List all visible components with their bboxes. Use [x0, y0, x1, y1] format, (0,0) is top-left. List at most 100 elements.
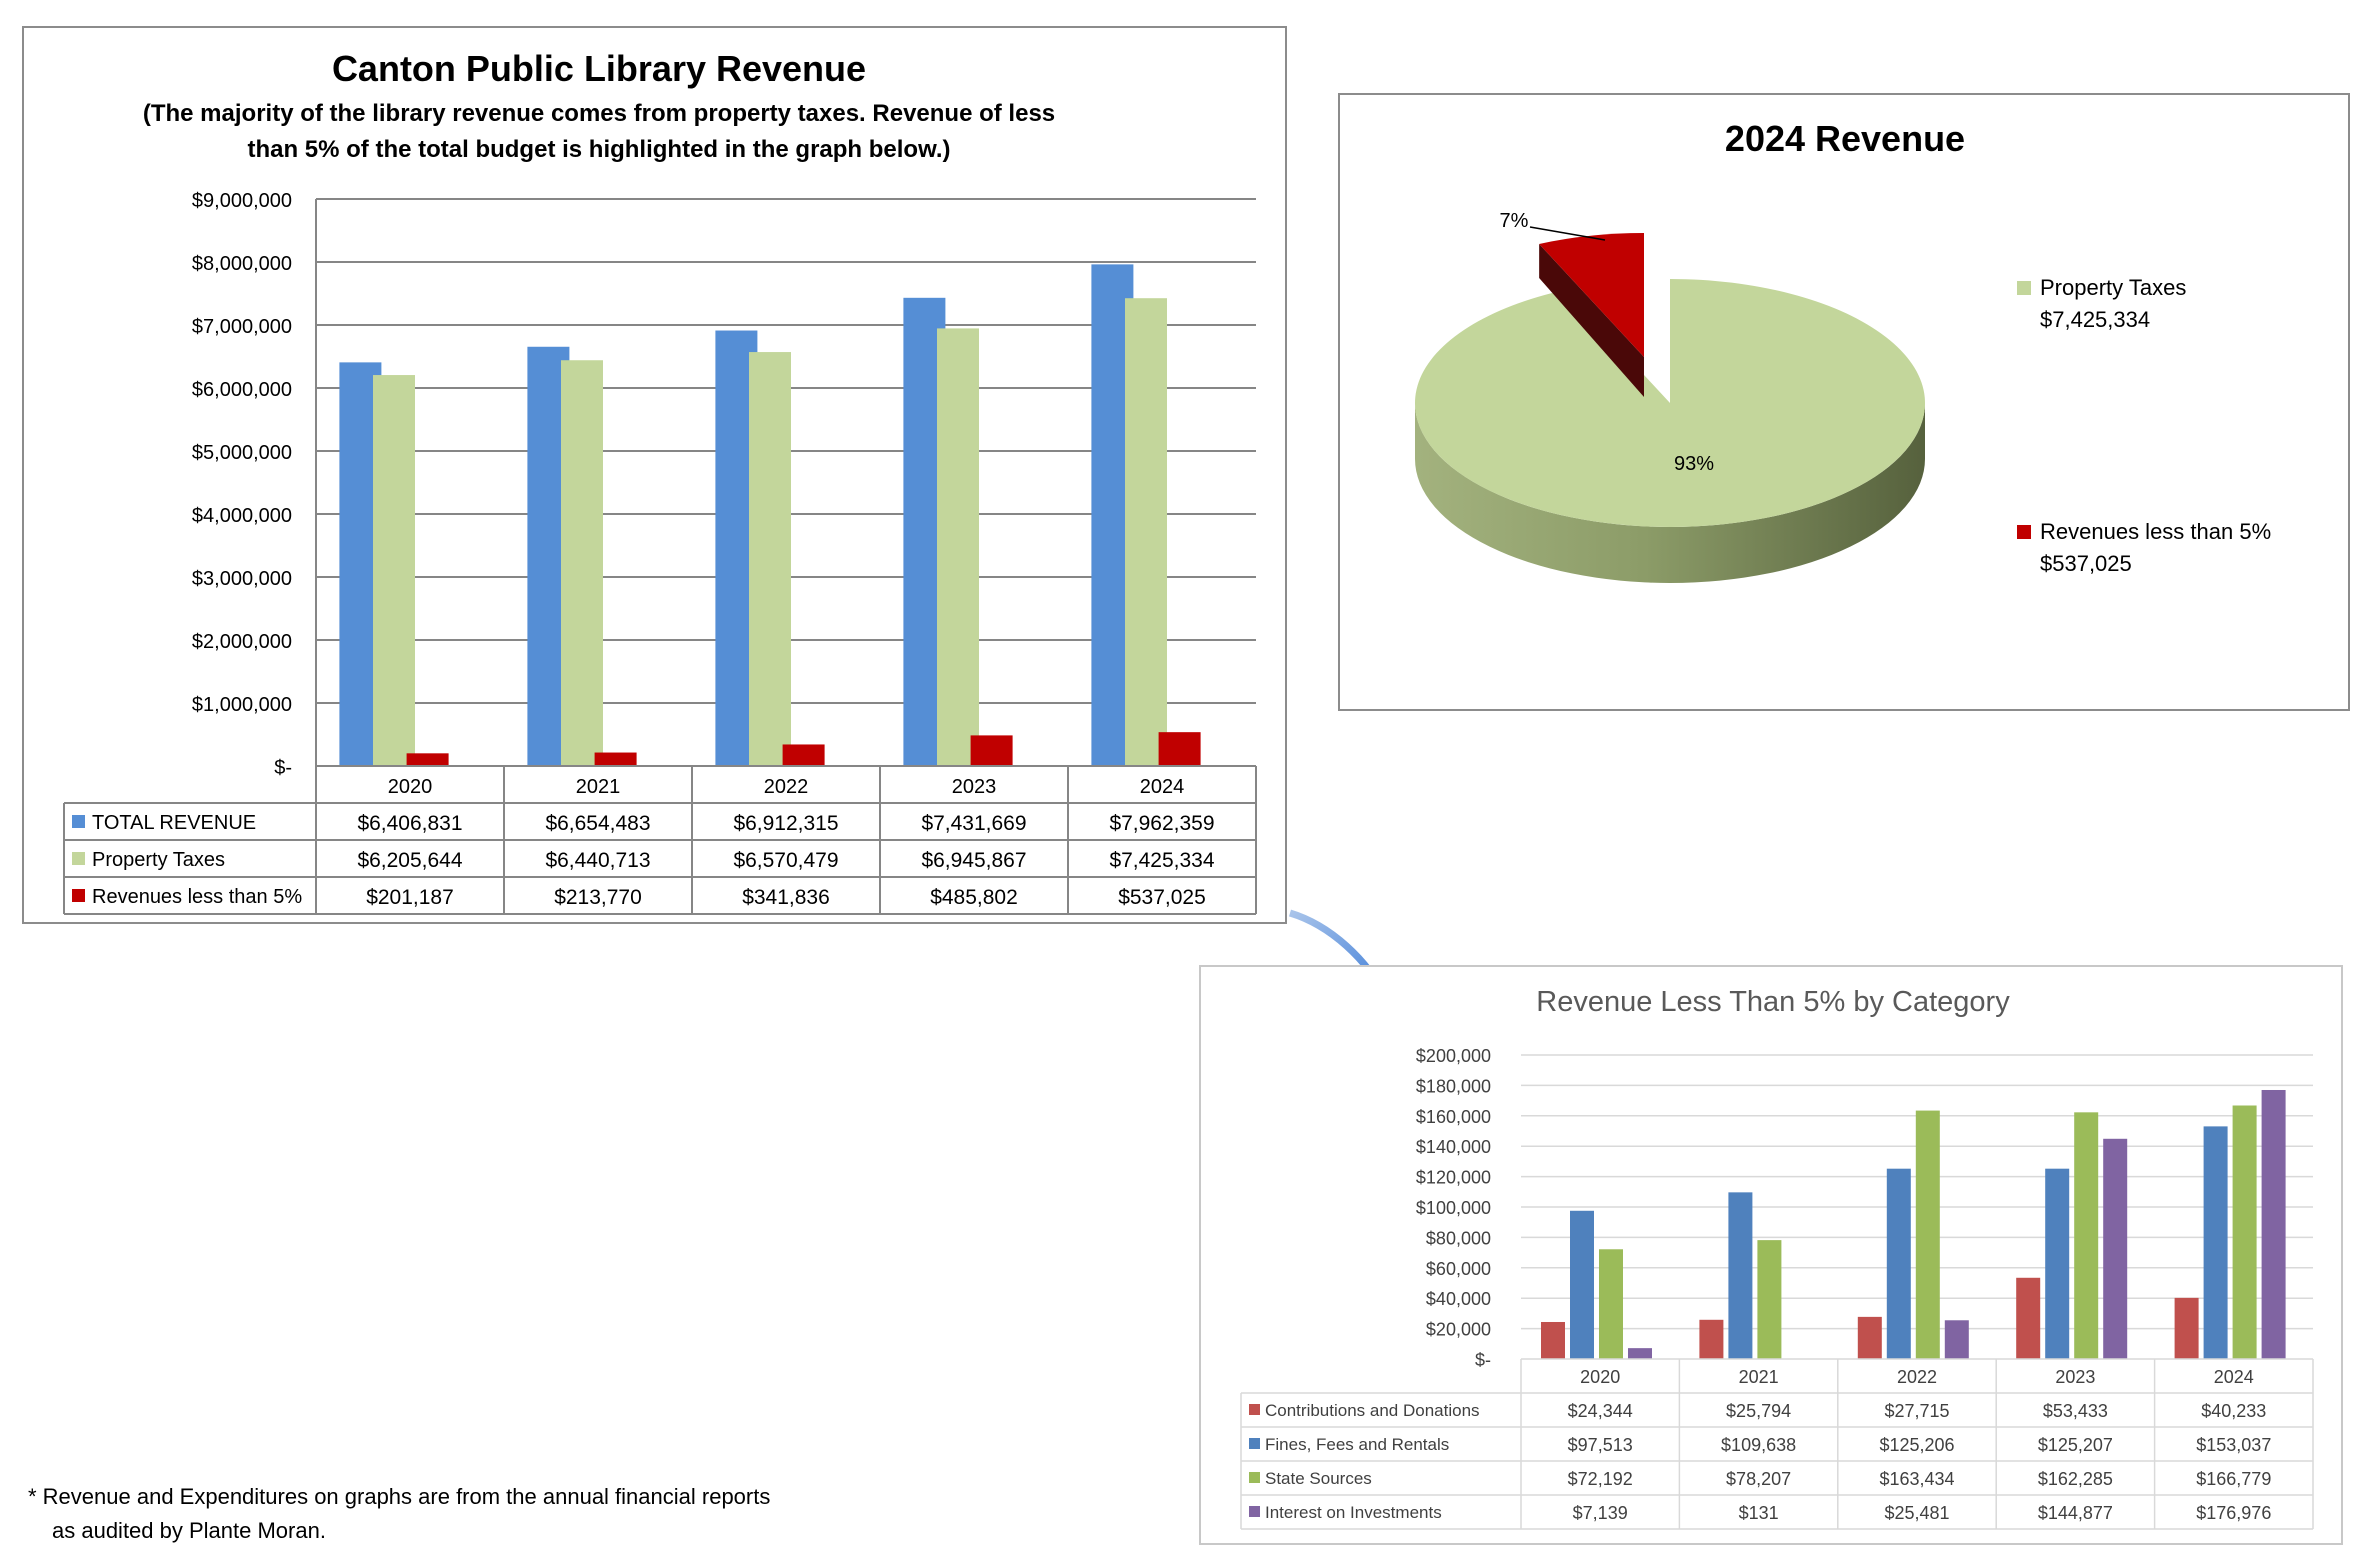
x-tick-label: 2024	[1140, 776, 1185, 798]
pie-percent-label: 93%	[1674, 453, 1714, 475]
bar-property-taxes-2022	[749, 352, 791, 766]
bar-fines-fees-and-rentals-2020	[1570, 1210, 1594, 1359]
table-cell-value: $6,912,315	[733, 812, 838, 835]
bar-interest-on-investments-2023	[2103, 1138, 2128, 1359]
table-cell-value: $6,205,644	[357, 849, 462, 872]
bar-contributions-and-donations-2024	[2174, 1297, 2199, 1359]
legend-key	[2017, 281, 2031, 295]
bar-revenues-less-than-5--2024	[1158, 732, 1201, 766]
pie-title: 2024 Revenue	[1725, 118, 1965, 159]
legend-key	[1249, 1438, 1260, 1449]
y-tick-label: $5,000,000	[192, 442, 292, 464]
bar-revenues-less-than-5--2020	[406, 753, 449, 766]
pie-slice-property-taxes-side	[1415, 403, 1925, 583]
chart-subtitle: (The majority of the library revenue com…	[143, 100, 1055, 127]
legend-key	[72, 889, 85, 902]
table-cell-value: $7,425,334	[1109, 849, 1214, 872]
chart-title: Canton Public Library Revenue	[332, 48, 866, 89]
x-tick-label: 2023	[952, 776, 997, 798]
bar-fines-fees-and-rentals-2023	[2045, 1168, 2070, 1359]
table-cell-value: $7,431,669	[921, 812, 1026, 835]
legend-key	[1249, 1404, 1260, 1415]
y-tick-label: $80,000	[1426, 1228, 1491, 1248]
bar-contributions-and-donations-2020	[1541, 1321, 1565, 1359]
pie-chart-panel: 2024 Revenue 93% 7% Property Taxes $7,425,33…	[1338, 93, 2350, 711]
revenue-2024-pie-chart: 2024 Revenue 93% 7% Property Taxes $7,425,33…	[1415, 118, 2271, 583]
table-cell-value: $537,025	[1118, 886, 1206, 909]
y-tick-label: $3,000,000	[192, 568, 292, 590]
bar-interest-on-investments-2020	[1628, 1348, 1652, 1359]
pie-slice-revenues-side	[1539, 243, 1644, 397]
x-tick-label: 2021	[576, 776, 621, 798]
category-bar-chart: Revenue Less Than 5% by Category $- $20,00…	[1240, 986, 2314, 1530]
bar-property-taxes-2021	[561, 360, 603, 766]
legend-label: Fines, Fees and Rentals	[1265, 1435, 1449, 1454]
table-cell-value: $25,794	[1726, 1401, 1791, 1421]
table-cell-value: $72,192	[1568, 1469, 1633, 1489]
pie-leader-line	[1529, 226, 1606, 241]
bar-property-taxes-2020	[373, 375, 415, 766]
pie-slice-revenues-less-than-5	[1539, 233, 1644, 357]
footnote-line-1: * Revenue and Expenditures on graphs are…	[28, 1484, 771, 1509]
y-tick-label: $9,000,000	[192, 190, 292, 212]
table-cell-value: $144,877	[2038, 1503, 2113, 1523]
x-tick-label: 2020	[388, 776, 433, 798]
y-tick-label: $160,000	[1416, 1107, 1491, 1127]
y-tick-label: $8,000,000	[192, 253, 292, 275]
table-cell-value: $6,945,867	[921, 849, 1026, 872]
bar-state-sources-2022	[1915, 1110, 1940, 1359]
table-cell-value: $25,481	[1884, 1503, 1949, 1523]
table-cell-value: $6,440,713	[545, 849, 650, 872]
table-cell-value: $201,187	[366, 886, 454, 909]
bar-revenues-less-than-5--2023	[970, 735, 1013, 766]
table-cell-value: $131	[1739, 1503, 1779, 1523]
footnote: * Revenue and Expenditures on graphs are…	[28, 1480, 770, 1548]
y-tick-label: $60,000	[1426, 1259, 1491, 1279]
bar-revenues-less-than-5--2022	[782, 744, 825, 766]
bar-state-sources-2021	[1757, 1240, 1782, 1359]
legend-label: Contributions and Donations	[1265, 1401, 1480, 1420]
table-cell-value: $6,570,479	[733, 849, 838, 872]
y-tick-label: $120,000	[1416, 1168, 1491, 1188]
bar-fines-fees-and-rentals-2022	[1886, 1168, 1911, 1359]
table-cell-value: $213,770	[554, 886, 642, 909]
y-tick-label: $7,000,000	[192, 316, 292, 338]
legend-label: Property Taxes	[2040, 275, 2186, 300]
bar-property-taxes-2024	[1125, 298, 1167, 766]
bar-state-sources-2020	[1599, 1249, 1623, 1359]
bar-state-sources-2024	[2232, 1105, 2257, 1359]
table-cell-value: $7,139	[1573, 1503, 1628, 1523]
table-cell-value: $341,836	[742, 886, 830, 909]
table-cell-value: $125,206	[1879, 1435, 1954, 1455]
y-tick-label: $40,000	[1426, 1289, 1491, 1309]
chart-subtitle: than 5% of the total budget is highlight…	[247, 136, 950, 163]
table-cell-value: $7,962,359	[1109, 812, 1214, 835]
y-tick-label: $180,000	[1416, 1076, 1491, 1096]
x-tick-label: 2022	[1897, 1367, 1937, 1387]
x-tick-label: 2021	[1739, 1367, 1779, 1387]
table-cell-value: $53,433	[2043, 1401, 2108, 1421]
y-tick-label: $140,000	[1416, 1137, 1491, 1157]
revenue-chart-panel: Canton Public Library Revenue (The majori…	[22, 26, 1287, 924]
table-cell-value: $27,715	[1884, 1401, 1949, 1421]
table-cell-value: $125,207	[2038, 1435, 2113, 1455]
y-tick-label: $4,000,000	[192, 505, 292, 527]
bar-interest-on-investments-2022	[1944, 1320, 1969, 1359]
table-cell-value: $485,802	[930, 886, 1018, 909]
pie-slice-property-taxes	[1415, 279, 1925, 527]
table-cell-value: $24,344	[1568, 1401, 1633, 1421]
y-tick-label: $200,000	[1416, 1046, 1491, 1066]
table-cell-value: $176,976	[2196, 1503, 2271, 1523]
bar-fines-fees-and-rentals-2021	[1728, 1192, 1753, 1359]
table-cell-value: $153,037	[2196, 1435, 2271, 1455]
y-tick-label: $6,000,000	[192, 379, 292, 401]
y-tick-label: $-	[274, 757, 292, 779]
legend-label: Revenues less than 5%	[2040, 519, 2271, 544]
legend-key	[72, 852, 85, 865]
footnote-line-2: as audited by Plante Moran.	[52, 1518, 326, 1543]
bar-contributions-and-donations-2022	[1857, 1316, 1882, 1359]
table-cell-value: $166,779	[2196, 1469, 2271, 1489]
x-tick-label: 2020	[1580, 1367, 1620, 1387]
revenue-bar-chart: Canton Public Library Revenue (The majori…	[63, 48, 1257, 915]
bar-revenues-less-than-5--2021	[594, 752, 637, 766]
